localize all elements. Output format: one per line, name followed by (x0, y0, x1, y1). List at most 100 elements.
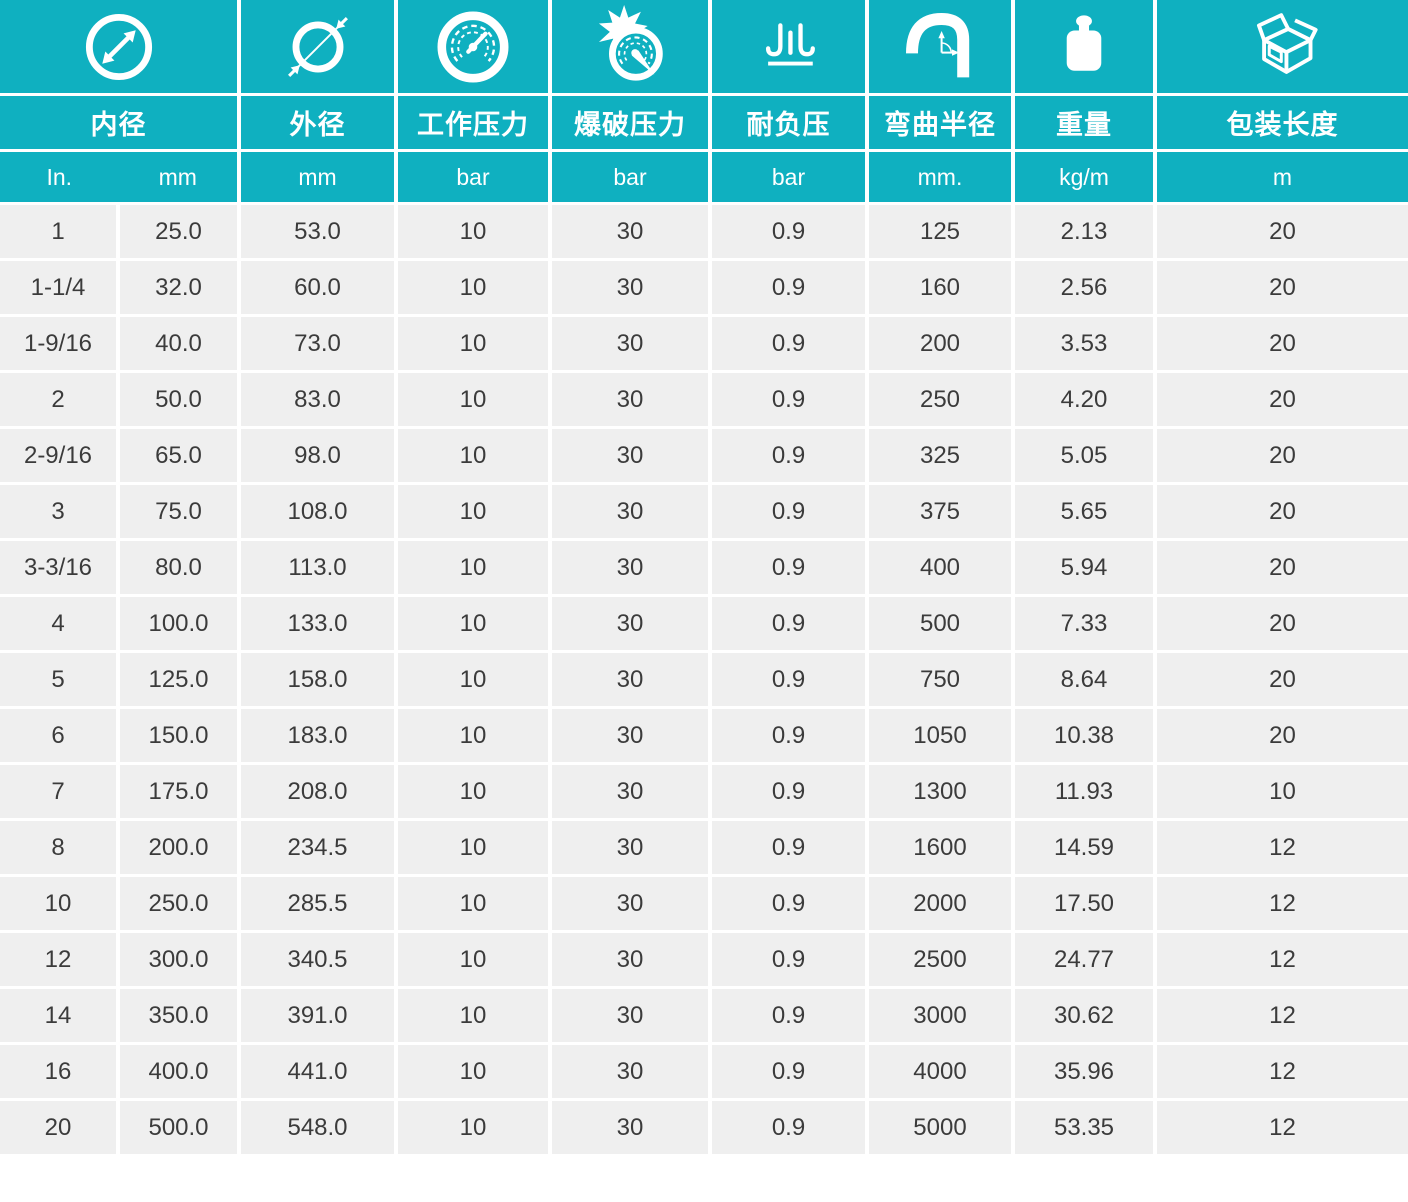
cell-bend-radius: 500 (869, 597, 1011, 650)
cell-weight: 24.77 (1015, 933, 1153, 986)
cell-burst-pressure: 30 (552, 877, 708, 930)
cell-bend-radius: 1050 (869, 709, 1011, 762)
cell-bend-radius: 5000 (869, 1101, 1011, 1154)
cell-bend-radius: 250 (869, 373, 1011, 426)
cell-working-pressure: 10 (398, 429, 548, 482)
cell-burst-pressure: 30 (552, 205, 708, 258)
cell-working-pressure: 10 (398, 373, 548, 426)
column-header-bend-radius: 弯曲半径 (869, 96, 1011, 149)
cell-weight: 2.56 (1015, 261, 1153, 314)
cell-bend-radius: 400 (869, 541, 1011, 594)
cell-burst-pressure: 30 (552, 485, 708, 538)
cell-weight: 5.05 (1015, 429, 1153, 482)
column-header-package-length: 包装长度 (1157, 96, 1408, 149)
cell-working-pressure: 10 (398, 261, 548, 314)
cell-working-pressure: 10 (398, 485, 548, 538)
cell-inner-diameter-mm: 500.0 (120, 1101, 237, 1154)
column-header-vacuum: 耐负压 (712, 96, 865, 149)
cell-inner-diameter-mm: 250.0 (120, 877, 237, 930)
cell-inner-diameter-mm: 65.0 (120, 429, 237, 482)
cell-inner-diameter-inch: 1-9/16 (0, 317, 116, 370)
cell-working-pressure: 10 (398, 597, 548, 650)
cell-outer-diameter: 83.0 (241, 373, 394, 426)
cell-vacuum: 0.9 (712, 597, 865, 650)
cell-inner-diameter-mm: 100.0 (120, 597, 237, 650)
cell-outer-diameter: 108.0 (241, 485, 394, 538)
cell-working-pressure: 10 (398, 205, 548, 258)
unit-inner-diameter-mm: mm (158, 163, 197, 190)
weight-icon (1015, 0, 1153, 93)
cell-package-length: 20 (1157, 205, 1408, 258)
cell-bend-radius: 2500 (869, 933, 1011, 986)
cell-bend-radius: 4000 (869, 1045, 1011, 1098)
units-vacuum: bar (712, 152, 865, 202)
cell-package-length: 20 (1157, 709, 1408, 762)
cell-weight: 10.38 (1015, 709, 1153, 762)
cell-vacuum: 0.9 (712, 317, 865, 370)
cell-bend-radius: 325 (869, 429, 1011, 482)
units-bend-radius: mm. (869, 152, 1011, 202)
cell-weight: 5.65 (1015, 485, 1153, 538)
vacuum-resistance-icon (712, 0, 865, 93)
cell-inner-diameter-inch: 3 (0, 485, 116, 538)
cell-inner-diameter-inch: 4 (0, 597, 116, 650)
cell-vacuum: 0.9 (712, 205, 865, 258)
cell-inner-diameter-mm: 200.0 (120, 821, 237, 874)
cell-vacuum: 0.9 (712, 1045, 865, 1098)
cell-inner-diameter-mm: 350.0 (120, 989, 237, 1042)
cell-inner-diameter-inch: 14 (0, 989, 116, 1042)
cell-bend-radius: 200 (869, 317, 1011, 370)
cell-outer-diameter: 285.5 (241, 877, 394, 930)
cell-inner-diameter-mm: 175.0 (120, 765, 237, 818)
cell-burst-pressure: 30 (552, 821, 708, 874)
cell-working-pressure: 10 (398, 653, 548, 706)
cell-inner-diameter-mm: 300.0 (120, 933, 237, 986)
cell-bend-radius: 160 (869, 261, 1011, 314)
cell-vacuum: 0.9 (712, 709, 865, 762)
column-header-inner-diameter: 内径 (0, 96, 237, 149)
cell-outer-diameter: 208.0 (241, 765, 394, 818)
cell-weight: 4.20 (1015, 373, 1153, 426)
cell-vacuum: 0.9 (712, 429, 865, 482)
cell-outer-diameter: 73.0 (241, 317, 394, 370)
cell-outer-diameter: 113.0 (241, 541, 394, 594)
cell-burst-pressure: 30 (552, 261, 708, 314)
cell-vacuum: 0.9 (712, 541, 865, 594)
cell-outer-diameter: 133.0 (241, 597, 394, 650)
cell-vacuum: 0.9 (712, 989, 865, 1042)
cell-working-pressure: 10 (398, 1045, 548, 1098)
cell-inner-diameter-inch: 12 (0, 933, 116, 986)
cell-bend-radius: 1300 (869, 765, 1011, 818)
cell-outer-diameter: 60.0 (241, 261, 394, 314)
units-weight: kg/m (1015, 152, 1153, 202)
cell-weight: 35.96 (1015, 1045, 1153, 1098)
cell-working-pressure: 10 (398, 765, 548, 818)
cell-inner-diameter-inch: 2 (0, 373, 116, 426)
cell-outer-diameter: 158.0 (241, 653, 394, 706)
cell-package-length: 12 (1157, 933, 1408, 986)
cell-burst-pressure: 30 (552, 429, 708, 482)
cell-inner-diameter-inch: 2-9/16 (0, 429, 116, 482)
cell-package-length: 12 (1157, 877, 1408, 930)
bend-radius-icon (869, 0, 1011, 93)
cell-bend-radius: 375 (869, 485, 1011, 538)
cell-vacuum: 0.9 (712, 485, 865, 538)
cell-package-length: 20 (1157, 597, 1408, 650)
cell-package-length: 20 (1157, 541, 1408, 594)
cell-vacuum: 0.9 (712, 877, 865, 930)
cell-weight: 2.13 (1015, 205, 1153, 258)
cell-working-pressure: 10 (398, 1101, 548, 1154)
cell-inner-diameter-inch: 20 (0, 1101, 116, 1154)
cell-package-length: 20 (1157, 429, 1408, 482)
cell-vacuum: 0.9 (712, 821, 865, 874)
cell-weight: 30.62 (1015, 989, 1153, 1042)
column-header-outer-diameter: 外径 (241, 96, 394, 149)
cell-burst-pressure: 30 (552, 373, 708, 426)
cell-burst-pressure: 30 (552, 933, 708, 986)
cell-inner-diameter-inch: 10 (0, 877, 116, 930)
cell-package-length: 12 (1157, 1101, 1408, 1154)
cell-working-pressure: 10 (398, 709, 548, 762)
cell-bend-radius: 750 (869, 653, 1011, 706)
column-header-working-pressure: 工作压力 (398, 96, 548, 149)
cell-inner-diameter-mm: 50.0 (120, 373, 237, 426)
